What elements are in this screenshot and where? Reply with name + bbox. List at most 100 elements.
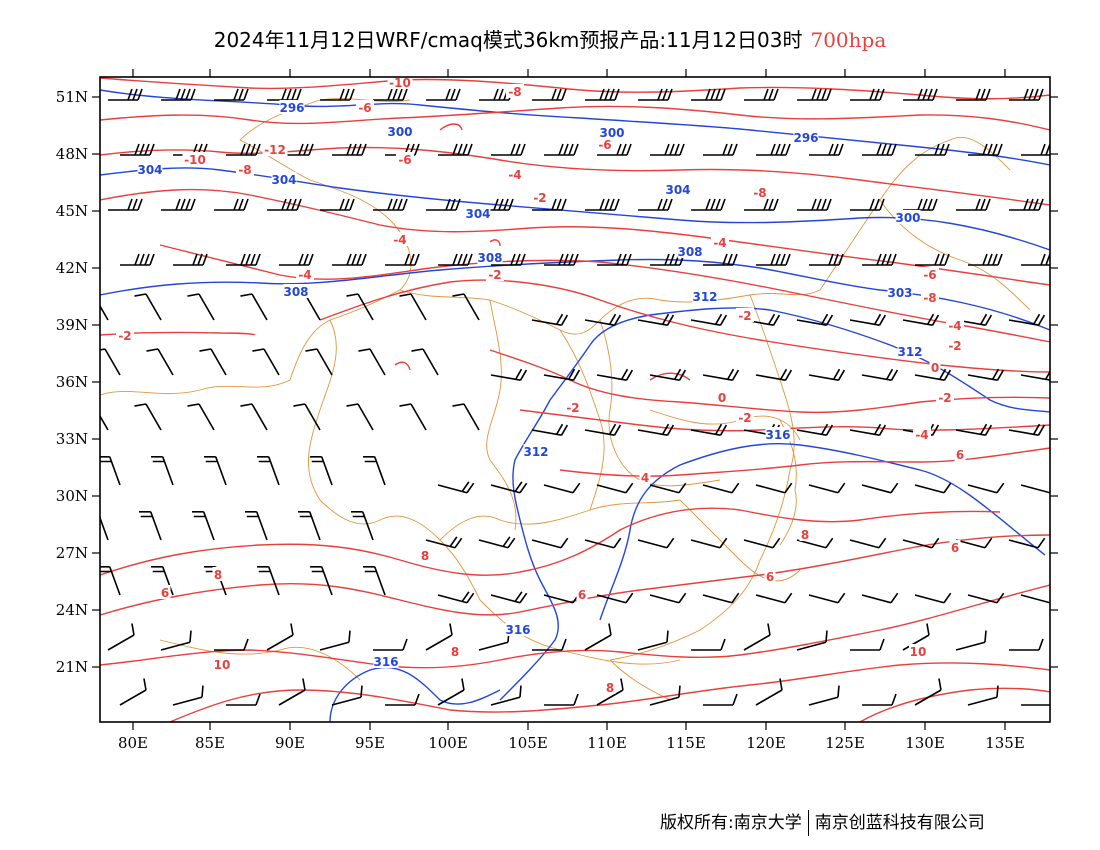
wind-barb [107,623,135,651]
wind-barb [967,368,1005,381]
wind-barb [638,88,673,101]
temperature-contour-label: -2 [738,309,751,323]
wind-barb [691,198,726,211]
wind-barb [691,88,726,101]
wind-barb [426,88,461,101]
temperature-contour-label: 8 [214,568,222,582]
temperature-contour-label: -4 [393,233,406,247]
wind-barb [755,678,783,706]
height-contour-label: 304 [665,183,690,197]
wind-barb [1021,704,1050,706]
wind-barb [903,88,938,101]
temperature-contour-label: -8 [238,163,251,177]
wind-barb [531,423,569,436]
temperature-contour-label: 6 [161,586,169,600]
wind-barb [649,368,687,381]
temperature-contour-label: 8 [606,681,614,695]
wind-barb [437,678,465,706]
wind-barb [320,198,355,211]
wind-barb [373,198,408,211]
wind-barb [637,313,675,326]
wind-barb [346,403,374,431]
wind-barb [808,368,846,381]
lon-label: 80E [118,734,148,752]
wind-barb [257,566,280,596]
wind-barb [849,537,887,549]
wind-barb [531,537,569,549]
wind-barb [915,253,950,266]
wind-barb [298,511,321,541]
temperature-contour-label: -8 [923,291,936,305]
wind-barb [543,368,581,381]
temperature-contour-label: -2 [488,268,501,282]
temperature-contour-label: -8 [508,85,521,99]
wind-barb [108,198,143,211]
temperature-contour-label: 10 [214,658,231,672]
wind-barb [120,143,155,156]
boundary-lines [100,98,1031,701]
wind-barb [637,537,675,549]
temperature-contour-label: -6 [598,138,611,152]
wind-barb [1009,638,1044,651]
wind-barb [320,88,355,101]
wind-barb [532,88,567,101]
wind-barb [703,253,738,266]
wind-barb [305,348,333,376]
wind-barb [956,198,991,211]
height-contour-label: 312 [692,290,717,304]
lon-label: 105E [508,734,548,752]
wind-barb [100,456,121,486]
lat-label: 33N [56,430,88,448]
lon-label: 115E [666,734,706,752]
wind-barb [955,630,987,651]
temperature-contour-label: -10 [389,76,411,90]
wind-barb [332,143,367,156]
wind-barb [743,537,781,549]
wind-barb [968,253,1003,266]
height-contour-label: 304 [465,207,490,221]
temperature-contour-label: 0 [931,361,939,375]
wind-barb [1008,423,1046,436]
wind-barb [914,678,942,706]
wind-barb [755,368,793,381]
wind-barb [808,592,846,604]
wind-barb [438,253,473,266]
wind-barb [100,348,121,376]
wind-barb [1020,592,1050,604]
temperature-contour-label: -6 [398,153,411,167]
lat-label: 24N [56,601,88,619]
lon-label: 95E [355,734,385,752]
lon-label: 120E [746,734,786,752]
wind-barb [956,88,991,101]
temperature-contour-label: -6 [923,268,936,282]
wind-barb [319,630,351,651]
height-contour-label: 296 [793,131,818,145]
wind-barb [585,88,620,101]
wind-barb [543,482,581,494]
height-contour-label: 312 [523,445,548,459]
wind-barb [850,638,885,651]
wind-barb [637,630,669,651]
wind-barb [596,482,634,494]
height-contour-label: 316 [505,623,530,637]
wind-barb [544,253,579,266]
wind-barb [204,456,227,486]
wind-barb [134,293,162,321]
wind-barb [119,678,147,706]
wind-barb [310,566,333,596]
wind-barb [809,253,844,266]
wind-barb [703,143,738,156]
wind-barb [1008,537,1046,549]
wind-barb [452,293,480,321]
temperature-contour-label: 4 [641,471,649,485]
lat-label: 39N [56,316,88,334]
wind-barb [425,623,453,651]
temperature-contour-label: 8 [801,528,809,542]
lon-label: 90E [275,734,305,752]
wind-barb [649,482,687,494]
wind-barb [544,143,579,156]
wind-barb [584,623,612,651]
wind-barb [849,423,887,436]
temperature-contour-label: -12 [264,143,286,157]
wind-barb [385,693,420,706]
